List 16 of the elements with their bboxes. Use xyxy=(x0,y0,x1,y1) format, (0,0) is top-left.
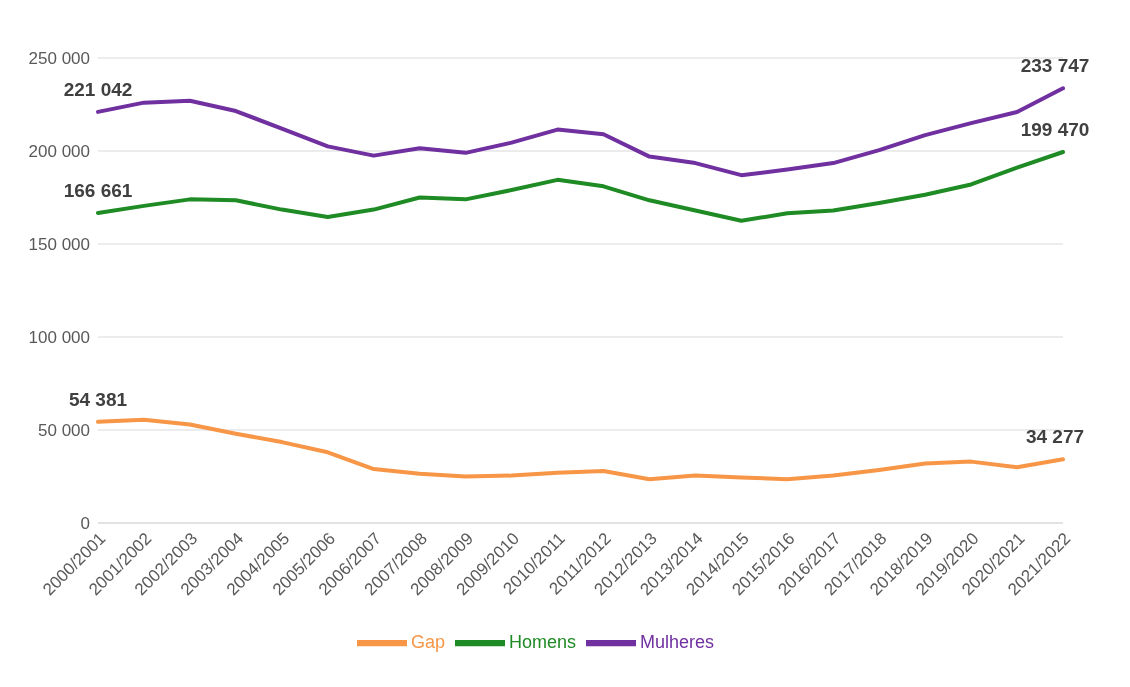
data-label: 166 661 xyxy=(63,180,133,202)
y-tick-label: 50 000 xyxy=(38,421,90,441)
legend-label: Mulheres xyxy=(640,631,715,652)
data-label: 54 381 xyxy=(68,388,128,410)
data-label: 34 277 xyxy=(1025,426,1085,448)
y-tick-label: 100 000 xyxy=(28,328,90,348)
data-label: 199 470 xyxy=(1020,118,1090,140)
y-tick-label: 150 000 xyxy=(28,235,90,255)
legend-label: Homens xyxy=(508,631,577,652)
y-tick-label: 200 000 xyxy=(28,142,90,162)
data-label: 221 042 xyxy=(63,78,133,100)
legend-label: Gap xyxy=(410,631,445,652)
data-label: 233 747 xyxy=(1020,55,1090,77)
y-tick-label: 250 000 xyxy=(28,49,90,69)
y-tick-label: 0 xyxy=(80,514,90,534)
line-series xyxy=(96,149,1065,223)
